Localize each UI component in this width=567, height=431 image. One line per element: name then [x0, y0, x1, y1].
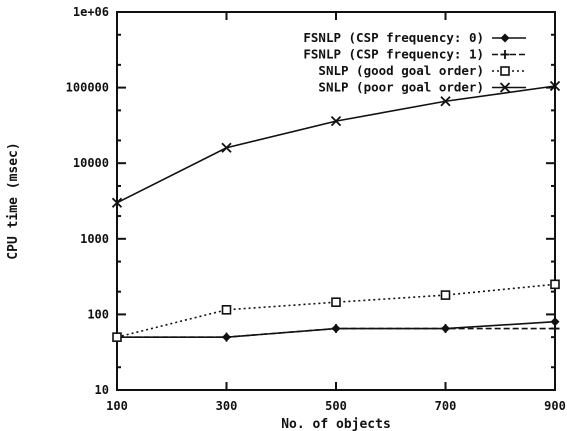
x-axis-ticks: 100 300 500 700 900 [106, 12, 566, 413]
legend-entry: FSNLP (CSP frequency: 0) [303, 30, 526, 45]
series-point [549, 80, 561, 92]
y-tick-label: 100000 [66, 81, 109, 95]
y-tick-label: 10 [95, 383, 109, 397]
y-tick-label: 10000 [73, 156, 109, 170]
series-line [116, 85, 556, 204]
y-axis-ticks: 10 100 1000 10000 100000 1e+06 [66, 5, 555, 397]
series-point [550, 324, 560, 334]
series-point [441, 324, 450, 334]
series-point [221, 142, 232, 153]
y-tick-label: 100 [87, 307, 109, 321]
x-tick-label: 300 [216, 399, 238, 413]
legend: FSNLP (CSP frequency: 0) FSNLP (CSP frequ… [303, 30, 526, 95]
series-layer [111, 80, 561, 342]
series-point [331, 324, 341, 334]
series-point [221, 305, 232, 315]
series-2 [112, 324, 560, 342]
series-3 [112, 279, 560, 342]
x-tick-label: 500 [325, 399, 347, 413]
legend-entry: SNLP (poor goal order) [318, 80, 526, 95]
series-point [331, 297, 341, 308]
y-tick-label: 1e+06 [73, 5, 109, 19]
series-point [440, 290, 451, 300]
x-axis-label: No. of objects [281, 417, 391, 431]
legend-marker [499, 82, 511, 93]
legend-entry: SNLP (good goal order) [318, 63, 526, 78]
y-tick-label: 1000 [80, 232, 109, 246]
series-point [330, 116, 342, 127]
series-4 [111, 80, 561, 208]
series-point [550, 279, 560, 290]
series-point [440, 96, 451, 107]
legend-label: SNLP (good goal order) [318, 63, 484, 78]
series-point [222, 332, 231, 342]
legend-label: FSNLP (CSP frequency: 1) [303, 47, 484, 62]
y-axis-label: CPU time (msec) [6, 142, 21, 259]
series-point [550, 317, 560, 327]
legend-marker [500, 66, 510, 76]
legend-label: FSNLP (CSP frequency: 0) [303, 30, 484, 45]
legend-label: SNLP (poor goal order) [318, 80, 484, 95]
x-tick-label: 700 [435, 399, 457, 413]
series-point [111, 197, 123, 208]
legend-marker [500, 50, 510, 59]
series-line [116, 283, 556, 338]
legend-marker [500, 33, 510, 43]
series-point [112, 332, 122, 342]
x-tick-label: 100 [106, 399, 128, 413]
x-tick-label: 900 [544, 399, 566, 413]
legend-entry: FSNLP (CSP frequency: 1) [303, 47, 526, 62]
